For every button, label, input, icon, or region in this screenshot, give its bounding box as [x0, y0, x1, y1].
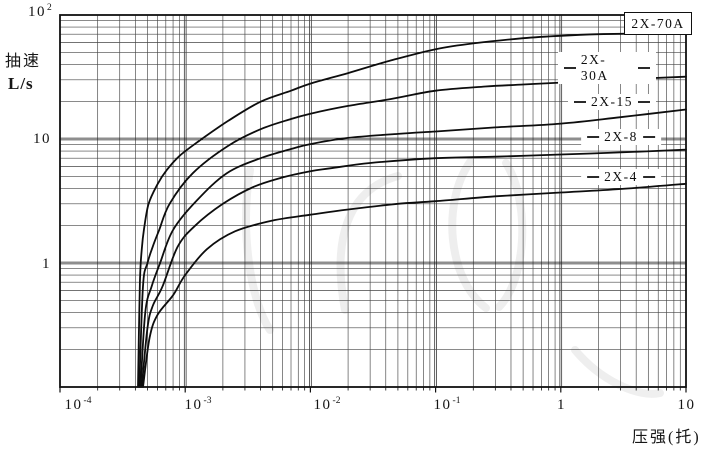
x-tick-1e-1: 10-1 [433, 396, 461, 413]
plot-border [59, 14, 687, 388]
series-label-2x-15: 2X-15 [568, 94, 656, 110]
x-axis-title: 压强(托) [632, 429, 701, 446]
y-tick-10: 10 [33, 131, 51, 147]
y-axis-title-units: L/s [8, 74, 34, 93]
x-tick-10: 10 [677, 397, 696, 413]
curve-2x-70a [137, 31, 687, 388]
y-axis-title-cn: 抽速 [5, 53, 42, 70]
curve-2x-8 [140, 148, 687, 388]
series-label-2x-70a: 2X-70A [624, 12, 692, 35]
x-tick-1: 1 [557, 397, 566, 413]
curve-2x-30a [138, 75, 687, 388]
y-tick-1: 1 [42, 256, 51, 272]
watermark [242, 158, 664, 398]
curve-2x-15 [139, 108, 687, 388]
series-label-2x-8: 2X-8 [581, 129, 661, 145]
curve-2x-4 [142, 182, 687, 388]
pump-curves [137, 31, 687, 388]
x-tick-1e-3: 10-3 [184, 396, 212, 413]
series-label-2x-30a: 2X-30A [558, 52, 656, 84]
series-label-2x-4: 2X-4 [581, 169, 661, 185]
y-tick-100: 102 [28, 3, 52, 20]
grid-lines [60, 15, 686, 387]
x-tick-1e-4: 10-4 [64, 396, 92, 413]
x-tick-1e-2: 10-2 [313, 396, 341, 413]
